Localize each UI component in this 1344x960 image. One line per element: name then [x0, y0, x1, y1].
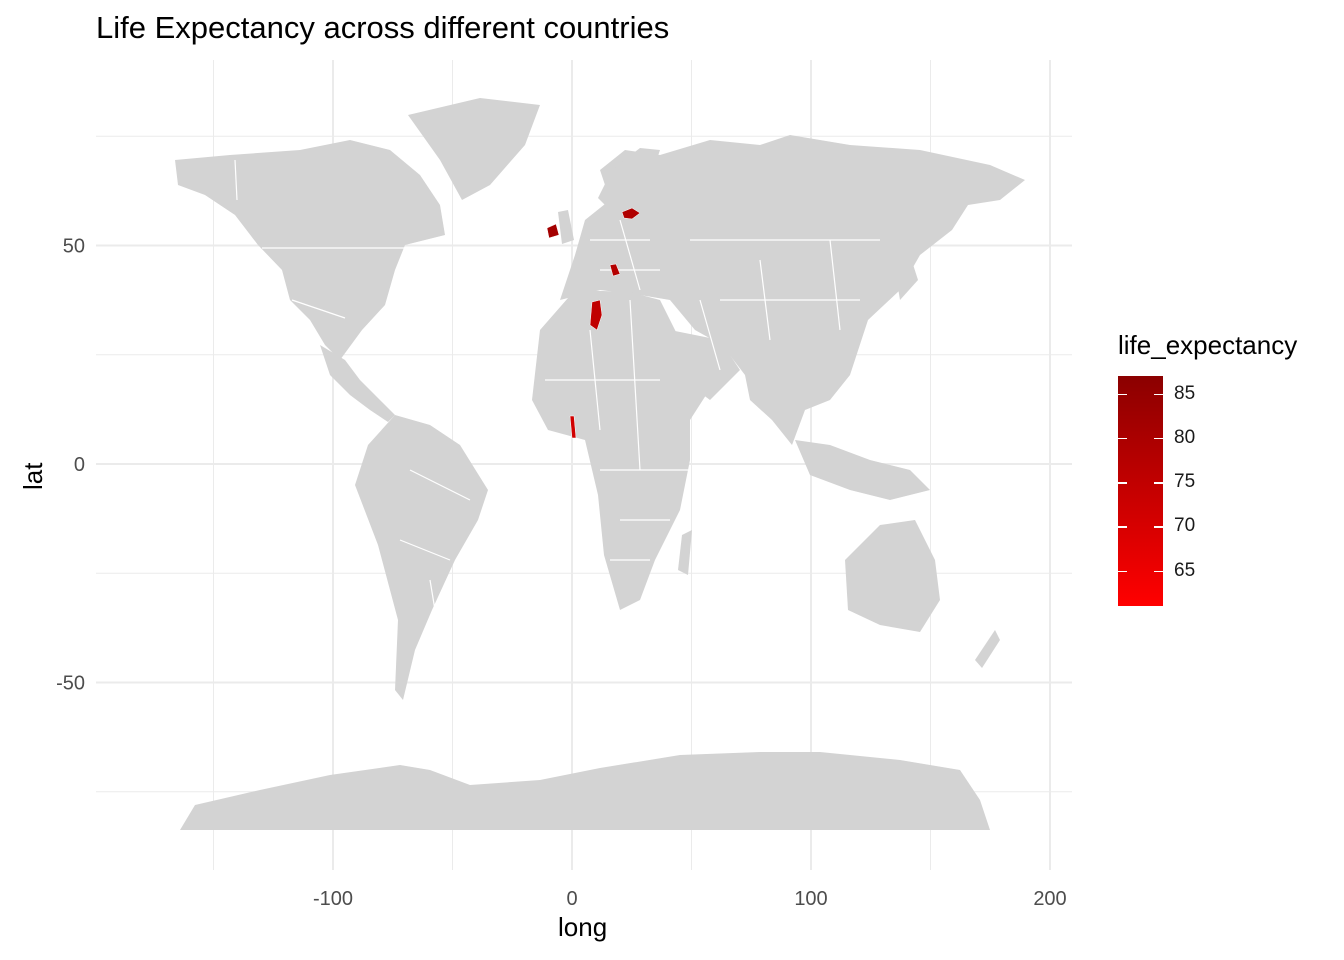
land-layer [175, 98, 1025, 830]
legend-tick-right [1154, 393, 1163, 396]
land-south-america [355, 415, 488, 700]
border-alaska [234, 159, 238, 201]
country-serbia [609, 263, 621, 277]
land-new-zealand [975, 630, 1000, 668]
legend-tick-right [1154, 526, 1163, 528]
border-europe [590, 219, 660, 291]
legend-label: 65 [1174, 559, 1196, 581]
legend-tick-left [1118, 526, 1127, 528]
land-antarctica [180, 752, 990, 830]
land-scandinavia [598, 148, 660, 215]
land-britain [558, 210, 574, 244]
land-australia [845, 520, 940, 632]
legend-label: 85 [1174, 382, 1196, 404]
x-tick-label: 0 [566, 888, 577, 910]
land-japan [895, 255, 918, 300]
legend-tick-left [1118, 393, 1127, 396]
land-africa [532, 290, 708, 610]
country-togo [569, 415, 577, 439]
y-tick-label: 0 [74, 454, 85, 476]
country-latvia [621, 207, 641, 220]
chart-title: Life Expectancy across different countri… [96, 10, 670, 45]
border-us-mexico [291, 299, 346, 319]
land-indonesia [795, 440, 930, 500]
legend-tick-right [1154, 482, 1163, 484]
legend-tick-right [1154, 570, 1163, 573]
country-ireland [546, 223, 560, 239]
x-tick-label: -100 [313, 888, 353, 910]
legend-tick-left [1118, 570, 1127, 573]
axis-tick-labels: -100 0 100 200 -50 0 50 [56, 236, 1067, 911]
border-south-america [399, 469, 471, 641]
legend-tick-left [1118, 437, 1127, 440]
country-tunisia [589, 299, 603, 331]
border-asia [690, 239, 880, 371]
land-eurasia [560, 135, 1025, 445]
y-tick-label: 50 [63, 236, 85, 258]
legend-tick-right [1154, 437, 1163, 440]
land-north-america [175, 140, 445, 360]
highlighted-countries [546, 207, 641, 439]
land-central-america [320, 345, 395, 422]
border-africa [545, 299, 690, 561]
legend-title: life_expectancy [1118, 330, 1298, 360]
country-borders [234, 159, 880, 641]
land-greenland [408, 98, 540, 200]
legend-tick-left [1118, 482, 1127, 484]
land-madagascar [678, 530, 692, 575]
land-arabia [670, 330, 740, 400]
legend: life_expectancy 85 80 75 70 65 [1118, 330, 1298, 606]
y-tick-label: -50 [56, 673, 85, 695]
x-axis-title: long [558, 912, 608, 942]
legend-label: 70 [1174, 515, 1196, 537]
legend-colorbar [1118, 376, 1163, 606]
legend-label: 80 [1174, 426, 1196, 448]
x-tick-label: 100 [794, 888, 827, 910]
legend-label: 75 [1174, 471, 1196, 493]
x-tick-label: 200 [1033, 888, 1066, 910]
map-plot: -100 0 100 200 -50 0 50 [56, 60, 1072, 911]
